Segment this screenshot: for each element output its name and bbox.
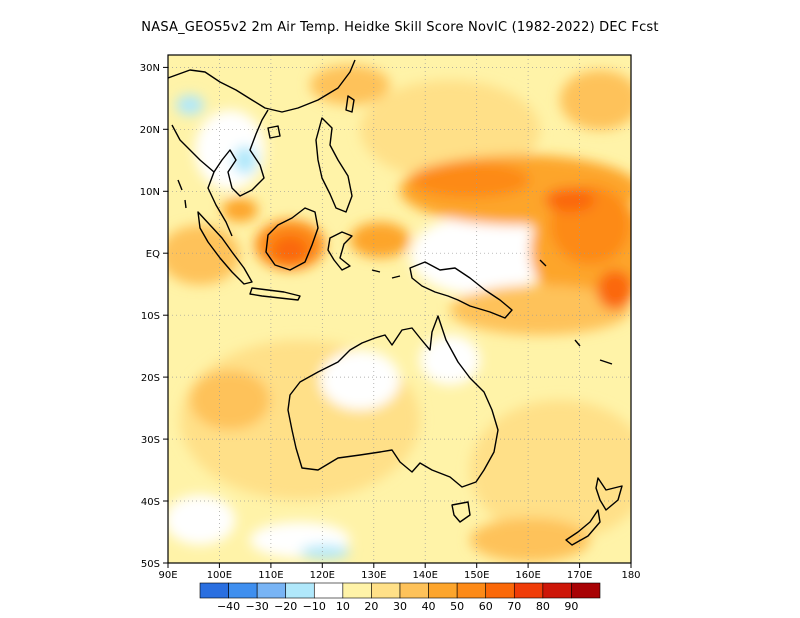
x-tick-label: 130E [361,570,386,581]
colorbar-swatch [399,582,429,599]
australia-coast [287,315,499,488]
skill-field [168,55,631,563]
x-tick-label: 150E [464,570,489,581]
colorbar-swatch [228,582,258,599]
small-islands [177,179,613,365]
java-coast [249,287,301,301]
se-asia-mainland-coast [168,59,356,237]
map-title: NASA_GEOS5v2 2m Air Temp. Heidke Skill S… [141,20,659,35]
sumatra-coast [197,211,253,285]
sulawesi-coast [327,231,353,271]
x-tick-label: 170E [567,570,592,581]
y-tick-label: 10S [141,311,160,322]
grid-lines [168,55,631,563]
x-tick-label: 160E [515,570,540,581]
x-tick-label: 100E [207,570,232,581]
borneo-coast [265,207,319,271]
colorbar-label: 80 [536,600,550,613]
colorbar-label: −30 [246,600,269,613]
colorbar-swatch [456,582,487,599]
y-tick-label: 50S [141,559,160,570]
colorbar-label: 20 [364,600,378,613]
philippines-coast [315,117,353,213]
x-tick-label: 140E [412,570,437,581]
colorbar-swatch [371,582,401,599]
x-axis: 90E 100E 110E 120E 130E 140E 150E 160E 1… [158,563,641,581]
colorbar-swatch [256,582,287,599]
colorbar-swatch [199,582,229,599]
tasmania-coast [451,501,471,523]
colorbar-label: 70 [507,600,521,613]
x-tick-label: 110E [258,570,283,581]
colorbar: −40 −30 −20 −10 10 20 30 40 50 60 70 80 90 [199,582,601,613]
colorbar-swatch [285,582,315,599]
y-tick-label: 10N [140,187,160,198]
y-tick-label: 20N [140,125,160,136]
colorbar-label: 10 [336,600,350,613]
y-tick-label: 40S [141,497,160,508]
y-tick-label: 30N [140,63,160,74]
colorbar-swatch [428,582,458,599]
y-tick-label: EQ [146,249,160,260]
hainan-coast [267,125,281,139]
colorbar-swatch [513,582,544,599]
colorbar-label: 50 [450,600,464,613]
new-zealand-north-coast [595,477,623,511]
new-guinea-coast [409,261,513,319]
colorbar-swatch [485,582,515,599]
colorbar-label: −40 [217,600,240,613]
y-axis: 30N 20N 10N EQ 10S 20S 30S 40S 50S [140,63,168,570]
colorbar-label: 40 [422,600,436,613]
colorbar-label: 30 [393,600,407,613]
colorbar-label: 60 [479,600,493,613]
new-zealand-south-coast [565,509,601,546]
map-frame [167,54,632,564]
y-tick-label: 20S [141,373,160,384]
colorbar-label: −10 [303,600,326,613]
x-tick-label: 180 [621,570,640,581]
colorbar-swatch [313,582,344,599]
colorbar-label: −20 [274,600,297,613]
coastlines [168,59,623,546]
colorbar-swatch [571,582,601,599]
colorbar-swatch [342,582,372,599]
taiwan-coast [345,95,355,113]
colorbar-label: 90 [564,600,578,613]
y-tick-label: 30S [141,435,160,446]
x-tick-label: 120E [310,570,335,581]
x-tick-label: 90E [158,570,177,581]
colorbar-swatch [542,582,572,599]
